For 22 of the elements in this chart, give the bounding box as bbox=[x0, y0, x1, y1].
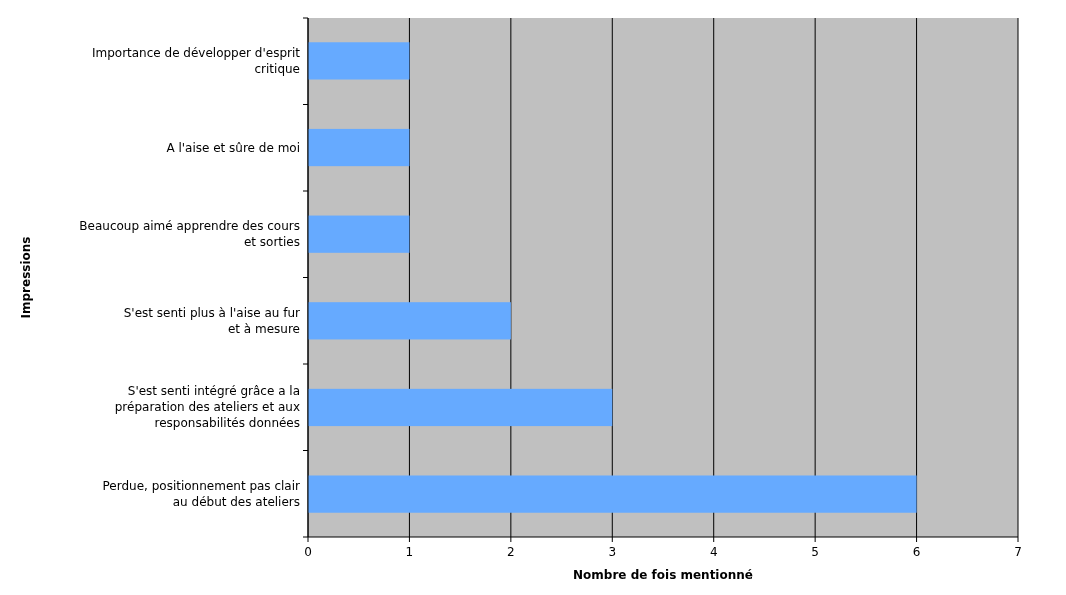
bar bbox=[308, 42, 410, 80]
y-tick-label: S'est senti plus à l'aise au fur et à mesure bbox=[123, 305, 301, 336]
x-tick-label: 5 bbox=[811, 545, 819, 559]
x-tick-label: 2 bbox=[507, 545, 515, 559]
bar bbox=[308, 475, 917, 513]
y-tick-label: Importance de développer d'esprit critique bbox=[91, 45, 301, 76]
bar bbox=[308, 388, 613, 427]
x-tick-label: 1 bbox=[405, 545, 414, 559]
y-tick-label: Beaucoup aimé apprendre des cours et sorties bbox=[79, 219, 300, 250]
x-axis-title: Nombre de fois mentionné bbox=[573, 568, 753, 582]
bar bbox=[308, 302, 511, 340]
bar bbox=[308, 128, 410, 167]
x-tick-label: 7 bbox=[1014, 545, 1022, 559]
y-axis-title: Impressions bbox=[19, 236, 33, 319]
y-tick-label: A l'aise et sûre de moi bbox=[166, 140, 300, 155]
bar bbox=[308, 215, 410, 253]
y-tick-label: Perdue, positionnement pas clair au début des ateliers bbox=[102, 479, 301, 510]
x-tick-label: 3 bbox=[608, 545, 617, 559]
x-tick-label: 4 bbox=[709, 545, 718, 559]
y-tick-label: S'est senti intégré grâce a la préparation des ateliers et aux responsabilités données bbox=[114, 384, 300, 431]
x-tick-label: 6 bbox=[912, 545, 921, 559]
x-tick-label: 0 bbox=[304, 545, 312, 559]
